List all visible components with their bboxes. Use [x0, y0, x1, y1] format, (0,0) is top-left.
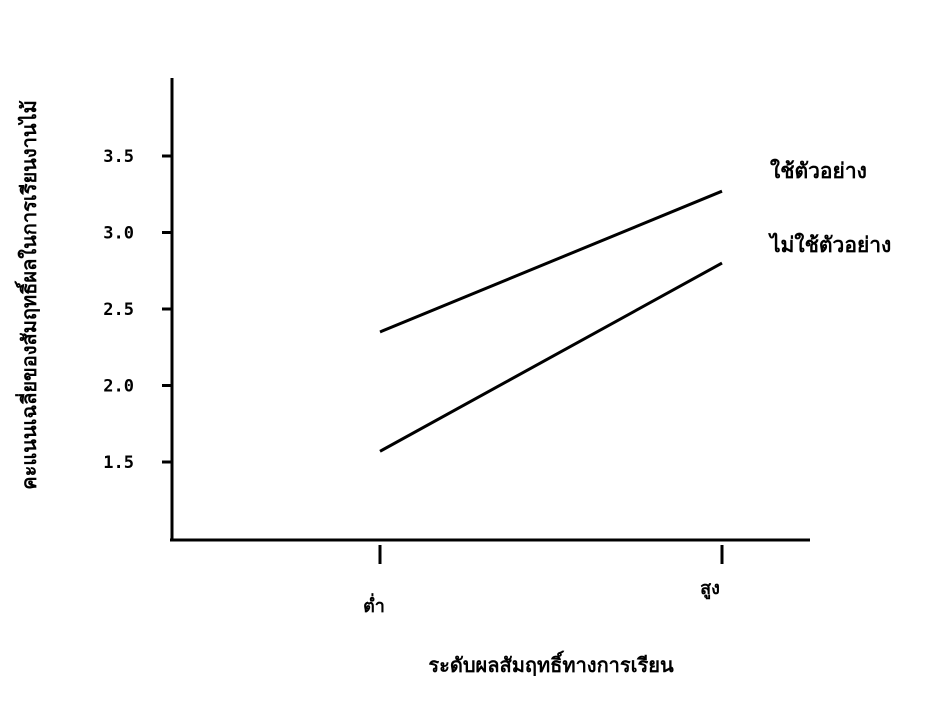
series-line-1 [379, 189, 723, 334]
y-tick-label: 3.0 [103, 224, 134, 244]
y-axis-title: คะแนนเฉลี่ยของสัมฤทธิ์ผลในการเรียนงานไม้ [14, 100, 41, 490]
x-axis-ticks: ต่ำ สูง [363, 545, 724, 617]
series-label-1: ใช้ตัวอย่าง [770, 158, 867, 183]
y-tick-label: 2.0 [103, 377, 134, 397]
series-line-2 [379, 261, 723, 453]
x-axis-title: ระดับผลสัมฤทธิ์ทางการเรียน [428, 650, 674, 677]
x-tick-label: สูง [700, 578, 720, 600]
y-tick-label: 2.5 [103, 300, 134, 320]
y-axis-ticks: 1.5 2.0 2.5 3.0 3.5 [103, 147, 172, 473]
series-label-2: ไม่ใช้ตัวอย่าง [768, 232, 891, 257]
x-tick-label: ต่ำ [363, 593, 385, 617]
y-tick-label: 3.5 [103, 147, 134, 167]
y-tick-label: 1.5 [103, 453, 134, 473]
